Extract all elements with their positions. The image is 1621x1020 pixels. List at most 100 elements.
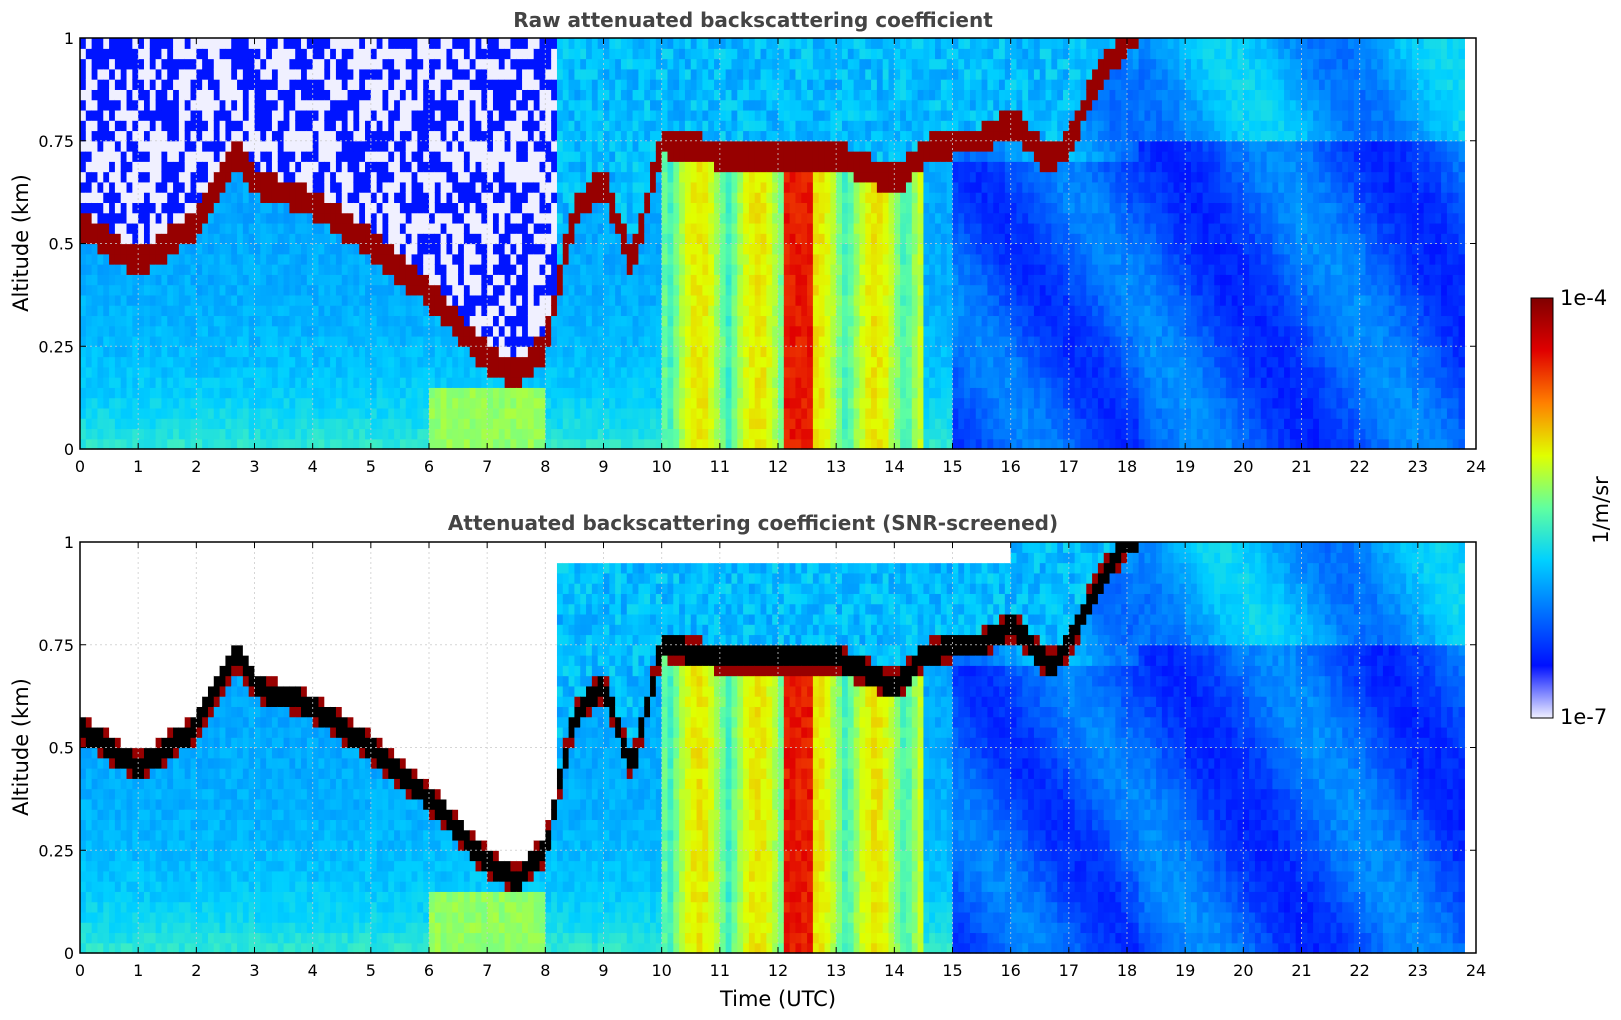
heatmap-cell: [394, 377, 401, 388]
heatmap-cell: [574, 438, 581, 450]
heatmap-cell: [434, 387, 442, 399]
heatmap-cell: [551, 222, 558, 234]
heatmap-cell: [650, 140, 657, 152]
heatmap-cell: [388, 418, 395, 430]
heatmap-cell: [708, 140, 715, 152]
heatmap-cell: [167, 202, 174, 214]
heatmap-cell: [353, 109, 360, 121]
heatmap-cell: [120, 58, 128, 70]
heatmap-cell: [126, 48, 133, 60]
heatmap-cell: [120, 130, 128, 142]
heatmap-cell: [667, 243, 674, 255]
heatmap-cell: [626, 171, 634, 183]
heatmap-cell: [365, 387, 372, 399]
heatmap-cell: [620, 346, 628, 358]
heatmap-cell: [120, 120, 128, 132]
heatmap-cell: [463, 356, 471, 368]
heatmap-cell: [632, 161, 639, 173]
heatmap-cell: [516, 38, 523, 49]
heatmap-cell: [266, 212, 273, 224]
heatmap-cell: [684, 397, 692, 409]
heatmap-cell: [556, 387, 564, 399]
heatmap-cell: [690, 377, 698, 388]
heatmap-cell: [551, 212, 558, 224]
heatmap-cell: [580, 356, 587, 368]
heatmap-cell: [85, 428, 93, 440]
heatmap-cell: [271, 212, 279, 224]
heatmap-cell: [114, 140, 122, 152]
heatmap-cell: [132, 428, 139, 440]
heatmap-cell: [429, 387, 436, 399]
heatmap-cell: [411, 253, 418, 265]
heatmap-cell: [684, 407, 692, 419]
heatmap-cell: [644, 99, 651, 111]
heatmap-cell: [696, 387, 703, 399]
heatmap-cell: [539, 264, 546, 275]
heatmap-cell: [690, 161, 698, 173]
heatmap-cell: [155, 356, 163, 368]
heatmap-cell: [475, 407, 482, 419]
heatmap-cell: [167, 397, 174, 409]
heatmap-cell: [80, 335, 87, 347]
heatmap-cell: [574, 325, 581, 337]
heatmap-cell: [80, 346, 87, 358]
heatmap-cell: [632, 356, 639, 368]
heatmap-cell: [359, 161, 366, 173]
heatmap-cell: [620, 222, 628, 234]
heatmap-cell: [365, 68, 372, 80]
heatmap-cell: [533, 38, 541, 49]
heatmap-cell: [126, 366, 133, 378]
heatmap-cell: [743, 305, 750, 317]
heatmap-cell: [260, 58, 267, 70]
heatmap-cell: [638, 120, 645, 132]
heatmap-cell: [638, 161, 645, 173]
heatmap-cell: [207, 222, 215, 234]
heatmap-cell: [626, 99, 634, 111]
heatmap-column: [306, 38, 314, 450]
heatmap-cell: [97, 305, 104, 317]
heatmap-cell: [568, 315, 576, 327]
heatmap-cell: [591, 346, 599, 358]
heatmap-cell: [690, 428, 698, 440]
heatmap-cell: [492, 181, 500, 193]
heatmap-cell: [632, 192, 639, 204]
heatmap-cell: [138, 366, 145, 378]
heatmap-cell: [626, 181, 634, 193]
heatmap-cell: [312, 79, 320, 90]
heatmap-cell: [661, 140, 669, 152]
heatmap-cell: [714, 109, 721, 121]
heatmap-cell: [109, 109, 116, 121]
heatmap-cell: [615, 418, 622, 430]
heatmap-cell: [498, 325, 506, 337]
heatmap-cell: [702, 151, 709, 162]
heatmap-cell: [684, 68, 692, 80]
heatmap-cell: [231, 366, 238, 378]
heatmap-cell: [481, 335, 488, 347]
heatmap-cell: [365, 438, 372, 450]
heatmap-cell: [586, 274, 593, 286]
heatmap-cell: [498, 109, 506, 121]
heatmap-cell: [138, 356, 145, 368]
heatmap-column: [207, 38, 215, 450]
heatmap-cell: [97, 428, 104, 440]
heatmap-cell: [522, 397, 529, 409]
heatmap-cell: [492, 151, 500, 162]
heatmap-cell: [370, 192, 378, 204]
heatmap-cell: [295, 264, 302, 275]
heatmap-cell: [452, 89, 459, 101]
heatmap-cell: [487, 315, 494, 327]
heatmap-cell: [743, 192, 750, 204]
heatmap-cell: [568, 253, 576, 265]
heatmap-cell: [196, 335, 203, 347]
heatmap-cell: [725, 356, 733, 368]
heatmap-cell: [138, 284, 145, 296]
heatmap-cell: [394, 335, 401, 347]
heatmap-cell: [178, 346, 186, 358]
heatmap-cell: [673, 418, 680, 430]
heatmap-cell: [132, 109, 139, 121]
heatmap-cell: [318, 294, 325, 306]
heatmap-cell: [545, 315, 552, 327]
heatmap-cell: [126, 120, 133, 132]
heatmap-cell: [539, 48, 546, 60]
heatmap-cell: [731, 253, 738, 265]
